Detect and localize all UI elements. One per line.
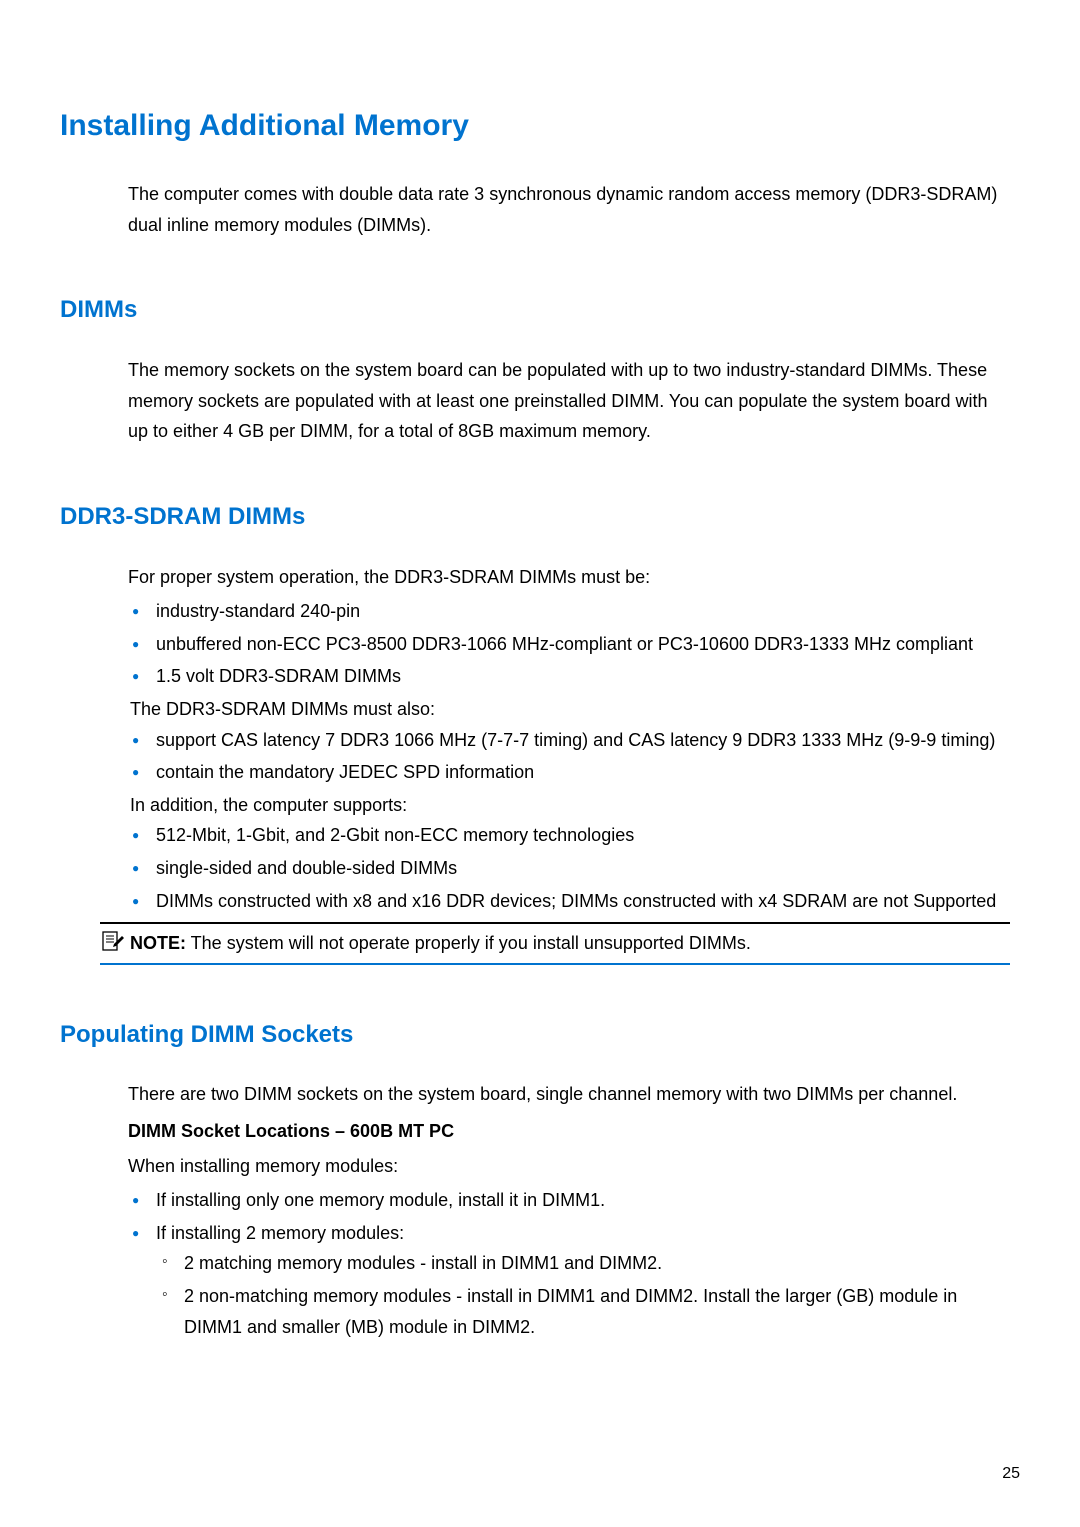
ddr3-list-c: 512-Mbit, 1-Gbit, and 2-Gbit non-ECC mem… bbox=[128, 820, 1010, 916]
page-title: Installing Additional Memory bbox=[60, 100, 1020, 151]
list-item: If installing only one memory module, in… bbox=[128, 1185, 1010, 1216]
populating-subheading: DIMM Socket Locations – 600B MT PC bbox=[128, 1116, 1020, 1147]
note-text: The system will not operate properly if … bbox=[186, 933, 751, 953]
list-item: single-sided and double-sided DIMMs bbox=[128, 853, 1010, 884]
list-item: 512-Mbit, 1-Gbit, and 2-Gbit non-ECC mem… bbox=[128, 820, 1010, 851]
ddr3-lead: For proper system operation, the DDR3-SD… bbox=[128, 562, 1010, 593]
list-item: If installing 2 memory modules: 2 matchi… bbox=[128, 1218, 1010, 1342]
intro-paragraph: The computer comes with double data rate… bbox=[128, 179, 1010, 240]
ddr3-list-a: industry-standard 240-pin unbuffered non… bbox=[128, 596, 1010, 692]
ddr3-list-b: support CAS latency 7 DDR3 1066 MHz (7-7… bbox=[128, 725, 1010, 788]
list-item: contain the mandatory JEDEC SPD informat… bbox=[128, 757, 1010, 788]
populating-when: When installing memory modules: bbox=[128, 1151, 1010, 1182]
section-heading-dimms: DIMMs bbox=[60, 290, 1020, 331]
note-icon bbox=[100, 930, 124, 952]
sublist-item: 2 matching memory modules - install in D… bbox=[156, 1248, 1010, 1279]
section-heading-populating: Populating DIMM Sockets bbox=[60, 1015, 1020, 1056]
populating-para: There are two DIMM sockets on the system… bbox=[128, 1079, 1010, 1110]
sublist-item: 2 non-matching memory modules - install … bbox=[156, 1281, 1010, 1342]
populating-sublist: 2 matching memory modules - install in D… bbox=[156, 1248, 1010, 1342]
section-heading-ddr3: DDR3-SDRAM DIMMs bbox=[60, 497, 1020, 538]
list-item: 1.5 volt DDR3-SDRAM DIMMs bbox=[128, 661, 1010, 692]
ddr3-mid2: In addition, the computer supports: bbox=[130, 790, 1010, 821]
list-item: industry-standard 240-pin bbox=[128, 596, 1010, 627]
page-number: 25 bbox=[1002, 1460, 1020, 1487]
dimms-paragraph: The memory sockets on the system board c… bbox=[128, 355, 1010, 447]
list-item: unbuffered non-ECC PC3-8500 DDR3-1066 MH… bbox=[128, 629, 1010, 660]
ddr3-mid1: The DDR3-SDRAM DIMMs must also: bbox=[130, 694, 1010, 725]
populating-list: If installing only one memory module, in… bbox=[128, 1185, 1010, 1342]
list-item: DIMMs constructed with x8 and x16 DDR de… bbox=[128, 886, 1010, 917]
note-callout: NOTE: The system will not operate proper… bbox=[100, 922, 1010, 965]
list-item-text: If installing 2 memory modules: bbox=[156, 1223, 404, 1243]
list-item: support CAS latency 7 DDR3 1066 MHz (7-7… bbox=[128, 725, 1010, 756]
note-label: NOTE: bbox=[130, 933, 186, 953]
